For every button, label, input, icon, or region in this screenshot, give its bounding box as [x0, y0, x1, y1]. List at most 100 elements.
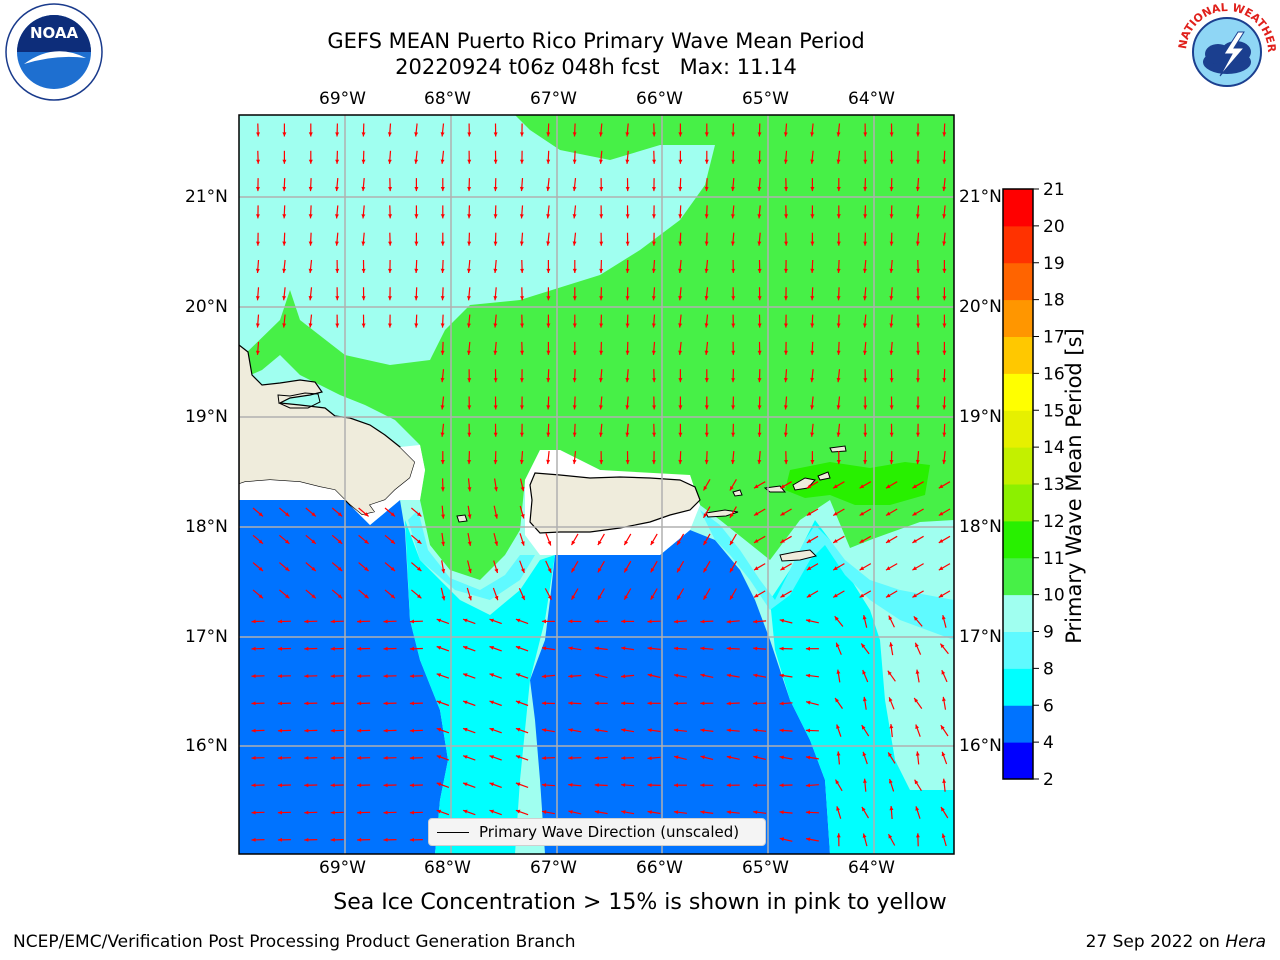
wave-arrow-head [440, 350, 445, 355]
wave-arrow-head [519, 186, 524, 192]
wave-arrow-head [942, 696, 946, 702]
wave-arrow-head [515, 809, 521, 814]
wave-arrow-head [887, 670, 892, 676]
wave-arrow-head [784, 296, 788, 301]
wave-arrow-head [833, 511, 838, 516]
wave-arrow-head [390, 512, 395, 517]
wave-arrow-head [754, 511, 759, 516]
wave-arrow-head [467, 268, 471, 273]
wave-arrow-head [414, 296, 419, 301]
lat-label-right: 18°N [959, 517, 1002, 537]
wave-arrow-head [467, 487, 472, 492]
wave-arrow-head [916, 268, 920, 273]
wave-arrow-head [731, 214, 735, 219]
wave-arrow-head [330, 646, 335, 651]
wave-arrow-head [357, 701, 362, 706]
wave-arrow-head [282, 241, 287, 246]
wave-arrow-head [650, 567, 655, 573]
wave-arrow-head [256, 214, 260, 219]
wave-arrow-head [489, 727, 494, 732]
lat-label-left: 21°N [185, 187, 228, 207]
wave-arrow-head [383, 646, 388, 651]
wave-arrow-head [916, 159, 920, 164]
wave-arrow-head [729, 540, 734, 546]
lon-label-bottom: 66°W [636, 858, 683, 878]
footer-date: 27 Sep 2022 on Hera [1086, 932, 1266, 952]
wave-arrow-head [546, 323, 551, 328]
wave-arrow-head [678, 296, 683, 301]
wave-arrow-head [572, 214, 577, 219]
wave-arrow-head [704, 132, 709, 137]
wave-arrow-head [889, 187, 894, 192]
wave-arrow-head [335, 296, 340, 301]
wave-arrow-head [304, 619, 309, 624]
wave-arrow-head [621, 701, 626, 706]
wave-arrow-head [414, 323, 419, 328]
wave-arrow-head [783, 132, 788, 137]
wave-arrow-head [888, 615, 893, 621]
wave-arrow-head [541, 674, 547, 679]
wave-arrow-head [364, 566, 369, 571]
wave-arrow-head [625, 350, 630, 355]
wave-arrow-head [255, 268, 260, 273]
wave-arrow-head [304, 756, 309, 760]
wave-arrow-head [597, 567, 602, 573]
wave-arrow-head [258, 566, 263, 571]
wave-arrow-head [357, 810, 362, 815]
wave-arrow-head [251, 701, 256, 706]
wave-arrow-head [330, 783, 335, 788]
wave-arrow-head [810, 159, 815, 164]
colorbar-segment [1003, 410, 1033, 448]
wave-arrow-head [836, 214, 841, 219]
wave-arrow-head [594, 673, 600, 678]
wave-arrow-head [436, 809, 442, 814]
sea-ice-caption: Sea Ice Concentration > 15% is shown in … [333, 890, 947, 915]
wave-arrow-head [388, 323, 392, 328]
wave-arrow-head [704, 214, 709, 219]
wave-arrow-head [546, 132, 551, 137]
wave-arrow-head [568, 756, 573, 760]
wave-arrow-head [650, 540, 655, 546]
wave-arrow-head [889, 432, 894, 437]
wave-arrow-head [515, 673, 521, 677]
wave-arrow-head [915, 751, 920, 756]
wave-arrow-head [541, 783, 547, 787]
wave-arrow-head [409, 810, 414, 815]
wave-arrow-head [859, 511, 865, 516]
wave-arrow-head [493, 187, 498, 192]
wave-arrow-head [388, 187, 392, 192]
wave-arrow-head [915, 214, 920, 219]
wave-arrow-head [390, 566, 395, 571]
wave-arrow-head [282, 214, 287, 219]
wave-arrow-head [621, 646, 626, 651]
wave-arrow-head [779, 673, 784, 678]
wave-arrow-head [621, 728, 626, 733]
wave-arrow-head [915, 806, 920, 811]
wave-arrow-head [621, 619, 626, 624]
wave-arrow-head [308, 159, 313, 164]
wave-arrow-head [783, 159, 788, 164]
wave-arrow-head [942, 378, 947, 383]
wave-arrow-head [330, 701, 335, 706]
colorbar-segment [1003, 520, 1033, 559]
wave-arrow-head [494, 568, 499, 573]
wave-arrow-head [383, 619, 388, 624]
wave-arrow-head [440, 214, 445, 219]
wave-arrow-head [678, 268, 683, 273]
wave-arrow-head [836, 350, 841, 355]
lat-label-left: 20°N [185, 297, 228, 317]
wave-arrow-head [304, 728, 309, 733]
wave-arrow-head [258, 539, 263, 544]
lon-label-bottom: 67°W [530, 858, 577, 878]
wave-arrow-head [599, 432, 603, 437]
wave-arrow-head [678, 159, 683, 164]
wave-arrow-head [282, 323, 287, 328]
wave-arrow-head [599, 187, 604, 192]
colorbar-segment [1003, 225, 1033, 264]
wave-arrow-head [572, 459, 577, 465]
wave-arrow-head [493, 350, 498, 355]
wave-arrow-head [467, 350, 471, 355]
lon-label-bottom: 69°W [319, 858, 366, 878]
wave-arrow-head [863, 460, 868, 465]
wave-arrow-head [942, 268, 947, 273]
